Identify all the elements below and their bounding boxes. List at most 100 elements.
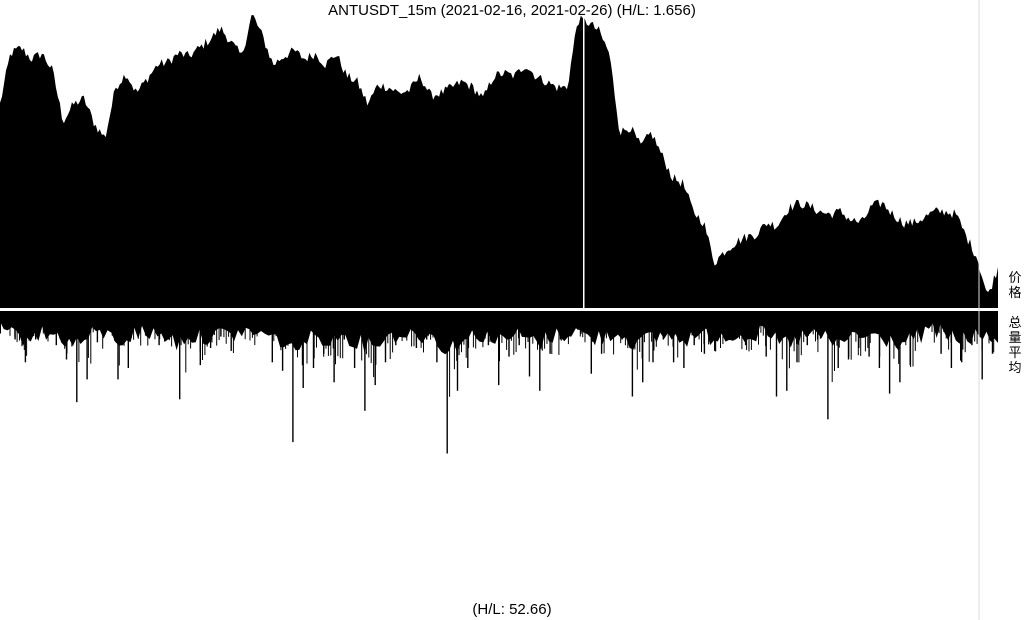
volume-texture-bar [522,311,524,330]
volume-texture-bar [784,311,786,336]
volume-texture-bar [746,311,748,350]
volume-bar [446,311,448,454]
volume-texture-bar [693,311,695,322]
volume-texture-bar [444,311,446,321]
volume-texture-bar [387,311,389,344]
volume-texture-bar [80,311,82,330]
volume-bar [662,311,664,340]
volume-texture-bar [686,311,688,342]
volume-texture-bar [213,311,215,335]
volume-texture-bar [121,311,123,339]
volume-texture-bar [743,311,745,329]
volume-texture-bar [235,311,237,330]
volume-texture-bar [969,311,971,333]
volume-texture-bar [7,311,9,326]
volume-texture-bar [161,311,163,332]
volume-texture-bar [254,311,256,346]
volume-texture-bar [990,311,992,342]
volume-bar [714,311,716,351]
volume-texture-bar [230,311,232,335]
volume-texture-bar [941,311,942,320]
volume-texture-bar [529,311,531,338]
volume-bar [888,311,891,394]
volume-texture-bar [608,311,610,328]
volume-texture-bar [306,311,308,364]
volume-texture-bar [862,311,864,331]
volume-bar [590,311,592,374]
volume-bar [302,311,304,388]
volume-texture-bar [838,311,840,348]
volume-bar [621,311,623,340]
volume-texture-bar [874,311,876,323]
volume-texture-bar [788,311,790,369]
volume-texture-bar [855,311,857,342]
volume-texture-bar [406,311,408,341]
volume-texture-bar [919,311,921,323]
volume-texture-bar [546,311,548,344]
volume-texture-bar [938,311,940,334]
volume-texture-bar [73,311,75,334]
volume-texture-bar [739,311,740,339]
volume-bar [86,311,88,380]
volume-texture-bar [351,311,353,339]
volume-texture-bar [434,311,436,331]
volume-texture-bar [439,311,441,340]
volume-texture-bar [16,311,18,343]
volume-texture-bar [779,311,781,337]
volume-texture-bar [423,311,424,353]
volume-bar [631,311,634,397]
volume-texture-bar [78,311,80,362]
volume-texture-bar [689,311,691,323]
volume-texture-bar [900,311,902,339]
volume-bar [271,311,273,363]
volume-texture-bar [97,311,99,320]
volume-texture-bar [841,311,843,331]
volume-texture-bar [636,311,638,370]
volume-bar [693,311,695,346]
volume-texture-bar [613,311,615,355]
volume-texture-bar [933,311,935,343]
volume-bar [919,311,922,337]
volume-texture-bar [85,311,87,325]
volume-bar [580,311,582,334]
volume-bar [35,311,37,340]
volume-texture-bar [71,311,73,347]
price-area-layer [0,15,998,308]
volume-texture-bar [26,311,28,356]
volume-texture-bar [655,311,657,347]
volume-texture-bar [365,311,367,355]
volume-texture-bar [539,311,541,355]
volume-bar [806,311,808,346]
volume-texture-bar [886,311,888,343]
volume-texture-bar [327,311,329,356]
volume-texture-bar [525,311,527,349]
volume-texture-bar [484,311,486,339]
volume-texture-bar [19,311,20,341]
volume-texture-bar [895,311,897,348]
volume-bar [611,311,613,331]
volume-texture-bar [677,311,679,358]
volume-texture-bar [974,311,976,342]
volume-texture-bar [339,311,341,359]
volume-bar [837,311,839,368]
volume-texture-bar [553,311,555,333]
volume-texture-bar [648,311,650,362]
volume-texture-bar [204,311,206,355]
volume-texture-bar [781,311,783,360]
volume-texture-bar [575,311,576,326]
volume-texture-bar [499,311,500,362]
volume-texture-bar [147,311,149,346]
volume-texture-bar [912,311,914,367]
volume-texture-bar [805,311,807,323]
volume-texture-bar [772,311,774,334]
volume-texture-bar [691,311,693,336]
volume-texture-bar [87,311,89,358]
volume-bar [456,311,459,391]
volume-texture-bar [786,311,788,360]
volume-texture-bar [142,311,144,327]
volume-texture-bar [313,311,315,359]
volume-texture-bar [401,311,403,341]
volume-texture-bar [513,311,515,355]
volume-texture-bar [962,311,964,350]
volume-bar [559,311,562,340]
